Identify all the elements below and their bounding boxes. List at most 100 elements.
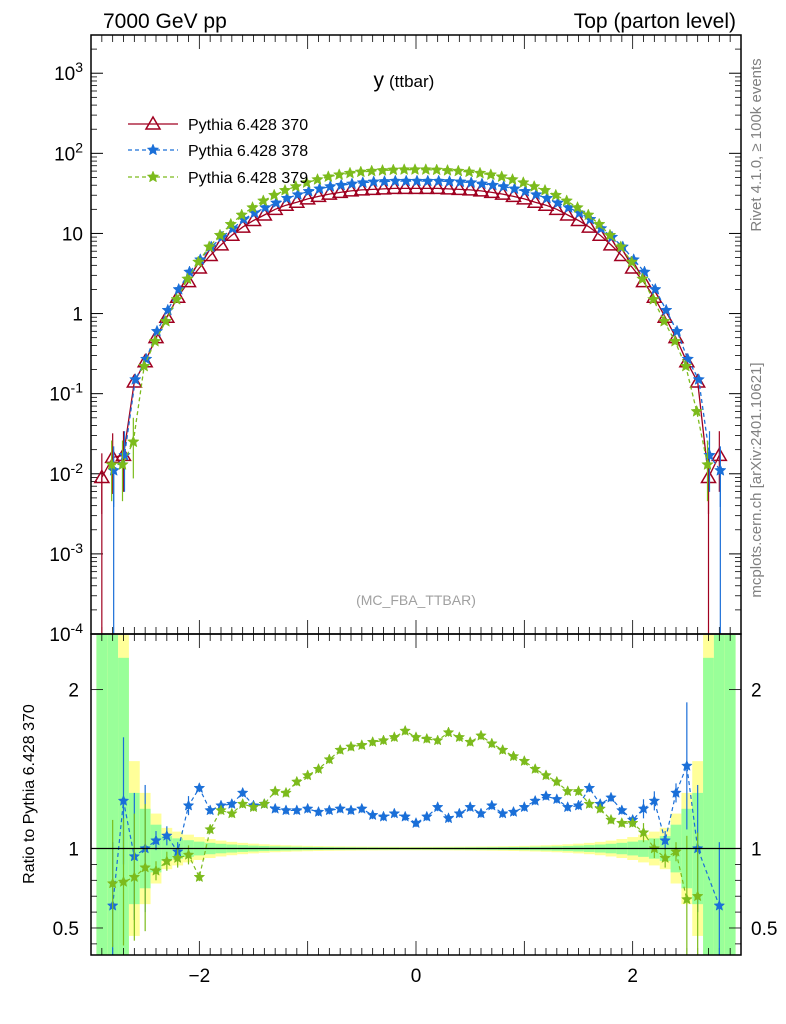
ratio-point <box>540 769 552 781</box>
ratio-point <box>583 797 596 810</box>
data-point <box>559 206 576 221</box>
ratio-point <box>139 861 152 873</box>
ratio-point <box>550 793 563 805</box>
data-point <box>429 179 446 195</box>
ratio-point <box>561 785 574 797</box>
ratio-point <box>312 805 325 817</box>
ratio-point <box>529 762 542 775</box>
data-point <box>258 200 272 214</box>
ratio-point <box>691 890 704 902</box>
data-point <box>527 179 541 192</box>
data-point <box>508 182 521 195</box>
ratio-point <box>312 762 325 775</box>
ratio-point <box>453 807 466 819</box>
band-green <box>107 635 119 955</box>
main-ytick-label: 102 <box>54 139 83 165</box>
data-point <box>529 187 543 201</box>
ratio-xtick-label: 0 <box>411 966 422 987</box>
ratio-point <box>269 802 282 814</box>
data-point <box>159 314 173 327</box>
data-point <box>551 196 565 209</box>
ratio-point <box>258 797 271 810</box>
data-point <box>540 191 554 204</box>
data-point <box>118 448 131 461</box>
data-point <box>418 179 436 195</box>
data-point <box>516 190 533 205</box>
legend-label: Pythia 6.428 379 <box>188 170 308 187</box>
data-point <box>191 255 205 268</box>
data-point <box>386 179 403 195</box>
ratio-point <box>399 724 412 736</box>
data-point <box>396 179 414 195</box>
data-point <box>473 166 487 179</box>
band-green <box>703 657 714 955</box>
ratio-point <box>572 799 585 811</box>
data-point <box>690 404 704 417</box>
data-point <box>345 177 359 190</box>
data-point <box>267 188 281 201</box>
ratio-point <box>496 807 509 819</box>
data-point <box>549 188 563 201</box>
data-point <box>321 170 335 183</box>
ratio-point <box>453 731 466 743</box>
ratio-point <box>366 809 379 821</box>
ratio-point <box>637 802 650 814</box>
data-point <box>266 200 284 216</box>
ratio-point <box>160 855 173 867</box>
legend-entry-1: Pythia 6.428 378 <box>128 143 308 160</box>
header-right-title: Top (parton level) <box>574 10 736 33</box>
data-point <box>343 166 357 179</box>
band-green <box>724 635 736 955</box>
data-point <box>321 185 338 200</box>
legend-entry-2: Pythia 6.428 379 <box>128 170 308 187</box>
ratio-point <box>420 732 433 744</box>
data-point <box>681 352 695 365</box>
data-point <box>172 282 186 295</box>
ratio-point <box>388 731 401 743</box>
main-ytick-label: 10-3 <box>49 540 83 566</box>
data-point <box>223 226 241 241</box>
ratio-series-1 <box>106 724 704 955</box>
ratio-point <box>171 851 184 864</box>
ratio-ytick-label: 2 <box>751 681 762 702</box>
ratio-ytick-label: 0.5 <box>751 919 777 940</box>
ratio-point <box>475 807 487 819</box>
ratio-point <box>204 823 217 835</box>
data-point <box>451 180 468 196</box>
data-point <box>636 272 649 285</box>
data-point <box>581 218 598 233</box>
ratio-point <box>431 734 444 746</box>
ratio-point <box>496 743 509 756</box>
data-point <box>518 184 532 197</box>
data-point <box>440 180 457 195</box>
side-label-rivet: Rivet 4.1.0, ≥ 100k events <box>748 58 765 231</box>
legend-marker <box>144 115 162 130</box>
ratio-point <box>366 735 379 748</box>
ratio-point <box>280 804 292 816</box>
plot-title-sub: (ttbar) <box>389 72 434 91</box>
data-point <box>421 174 435 187</box>
ratio-point <box>518 754 531 767</box>
data-point <box>603 228 617 241</box>
ratio-point <box>290 804 303 816</box>
data-point <box>614 240 628 253</box>
data-point <box>364 180 381 196</box>
ratio-point <box>485 737 498 749</box>
data-point <box>116 457 129 471</box>
data-point <box>334 178 348 191</box>
side-label-mcplots: mcplots.cern.ch [arXiv:2401.10621] <box>748 362 765 597</box>
data-point <box>342 182 360 197</box>
ratio-point <box>605 813 617 825</box>
ratio-point <box>431 801 444 813</box>
data-point <box>299 190 316 205</box>
data-point <box>494 185 511 200</box>
data-point <box>419 163 433 176</box>
ratio-point <box>594 802 607 814</box>
main-ytick-label: 1 <box>72 305 83 326</box>
data-point <box>484 168 498 181</box>
ratio-point <box>659 851 672 864</box>
data-point <box>591 226 609 241</box>
data-point <box>700 468 717 484</box>
ratio-point <box>301 802 314 814</box>
data-point <box>506 172 519 186</box>
